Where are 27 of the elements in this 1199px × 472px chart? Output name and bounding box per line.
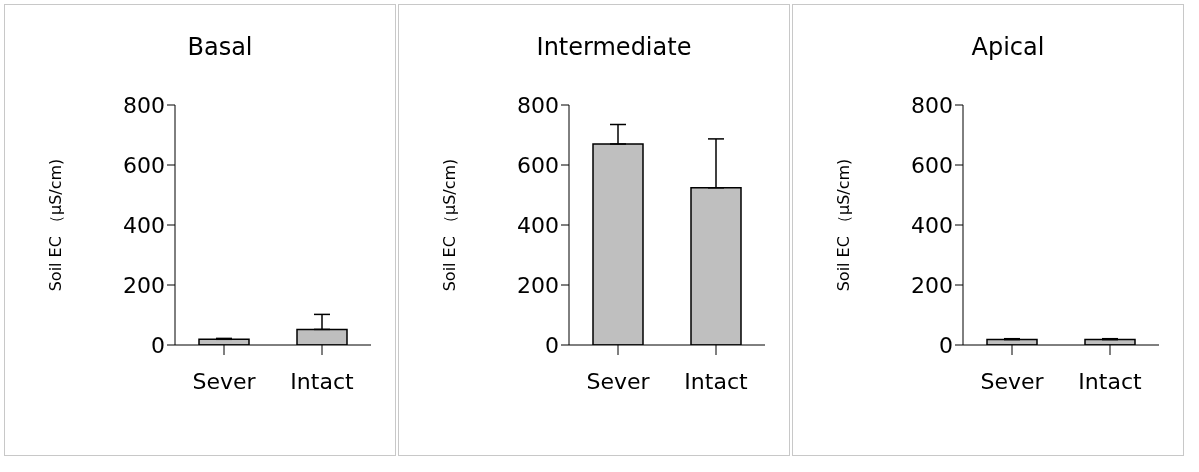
- x-tick-label: Intact: [1078, 368, 1142, 394]
- x-tick-label: Intact: [290, 368, 354, 394]
- y-tick-label: 400: [517, 212, 559, 238]
- y-axis-title: Soil EC （μS/cm): [439, 158, 459, 292]
- chart-title: Intermediate: [535, 33, 693, 61]
- x-tick-label: Sever: [586, 368, 651, 394]
- y-tick-label: 600: [517, 152, 559, 178]
- y-tick-label: 800: [123, 92, 165, 118]
- y-tick-label: 800: [517, 92, 559, 118]
- y-tick-label: 600: [911, 152, 953, 178]
- y-tick-label: 200: [517, 272, 559, 298]
- y-axis-title: Soil EC （μS/cm): [45, 158, 65, 292]
- y-tick-label: 0: [939, 332, 953, 358]
- y-tick-label: 0: [151, 332, 165, 358]
- y-tick-label: 200: [911, 272, 953, 298]
- y-axis-title: Soil EC （μS/cm): [833, 158, 853, 292]
- y-tick-label: 800: [911, 92, 953, 118]
- x-tick-label: Sever: [980, 368, 1045, 394]
- x-tick-label: Intact: [684, 368, 748, 394]
- chart-title: Basal: [186, 33, 254, 61]
- y-tick-label: 600: [123, 152, 165, 178]
- y-tick-label: 0: [545, 332, 559, 358]
- x-tick-label: Sever: [192, 368, 257, 394]
- y-tick-label: 400: [911, 212, 953, 238]
- chart-title: Apical: [970, 33, 1046, 61]
- y-tick-label: 400: [123, 212, 165, 238]
- y-tick-label: 200: [123, 272, 165, 298]
